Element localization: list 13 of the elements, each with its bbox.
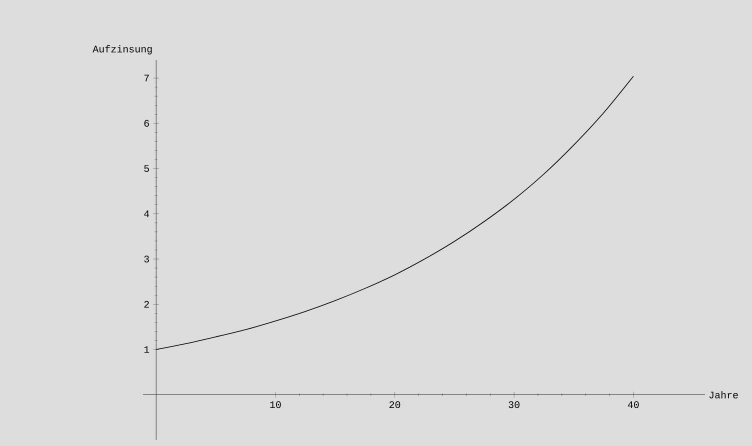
y-tick-label: 2 bbox=[144, 300, 149, 308]
y-axis-title: Aufzinsung bbox=[92, 45, 152, 54]
y-tick-label: 4 bbox=[144, 210, 150, 218]
x-axis-title: Jahre bbox=[709, 391, 738, 398]
x-tick-label: 10 bbox=[270, 401, 281, 408]
x-tick-label: 30 bbox=[508, 401, 520, 408]
y-tick-label: 1 bbox=[144, 346, 150, 353]
y-tick-label: 6 bbox=[144, 120, 149, 127]
y-tick-label: 5 bbox=[144, 165, 149, 172]
x-tick-label: 20 bbox=[389, 401, 400, 408]
x-tick-label: 40 bbox=[628, 401, 639, 408]
y-tick-label: 7 bbox=[144, 74, 149, 82]
y-tick-label: 3 bbox=[144, 256, 149, 262]
